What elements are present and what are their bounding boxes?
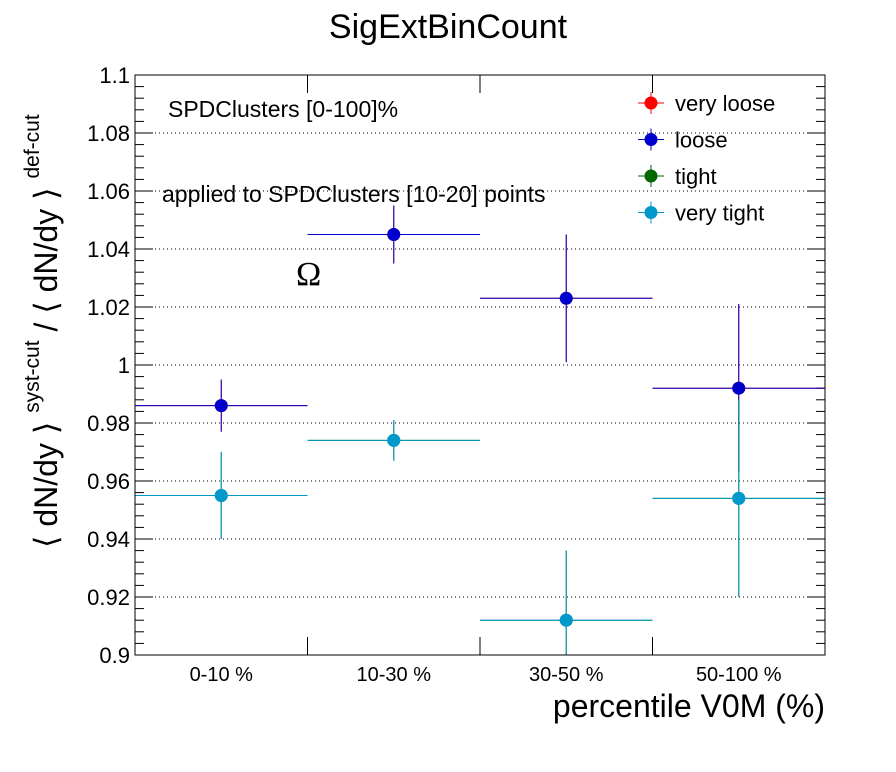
y-tick-label: 0.98: [87, 411, 130, 436]
chart-title: SigExtBinCount: [329, 8, 568, 46]
x-tick-label: 0-10 %: [190, 664, 254, 686]
y-tick-label: 1.06: [87, 179, 130, 204]
y-tick-label: 0.9: [99, 643, 130, 668]
x-tick-label: 50-100 %: [696, 664, 782, 686]
data-point: [559, 613, 573, 627]
y-tick-label: 1.1: [99, 63, 130, 88]
y-axis: 0.9 0.92 0.94 0.96 0.98 1 1.02 1.04 1.06 1.08 1.1: [87, 63, 825, 668]
x-axis-label: percentile V0M (%): [553, 688, 825, 724]
data-point: [732, 491, 746, 505]
y-tick-label: 0.92: [87, 585, 130, 610]
legend-item: loose: [638, 128, 728, 153]
legend-marker: [644, 206, 658, 219]
data-point: [387, 228, 401, 241]
legend-marker: [644, 169, 658, 183]
x-tick-label: 10-30 %: [357, 664, 432, 686]
data-point: [214, 489, 228, 502]
y-tick-label: 1: [118, 353, 130, 378]
plot-frame: [134, 74, 826, 656]
y-axis-label: ⟨ dN/dy ⟩ syst-cut / ⟨ dN/dy ⟩ def-cut: [10, 114, 64, 548]
legend-item: very tight: [638, 201, 764, 226]
y-label-slash: /: [28, 314, 64, 332]
legend-marker: [644, 96, 658, 110]
legend-item: very loose: [638, 91, 775, 116]
legend: very loose loose tight very tight: [638, 91, 775, 226]
y-label-numerator: ⟨ dN/dy ⟩: [28, 422, 64, 548]
annotation-estimator: SPDClusters [0-100]%: [168, 96, 398, 122]
y-tick-label: 1.04: [87, 237, 130, 262]
y-label-numerator-sup: syst-cut: [21, 340, 44, 413]
data-point: [559, 291, 573, 305]
y-tick-label: 0.96: [87, 469, 130, 494]
legend-marker: [644, 133, 658, 146]
data-point: [732, 381, 746, 395]
data-point: [214, 399, 228, 413]
y-tick-label: 1.02: [87, 295, 130, 320]
y-tick-label: 1.08: [87, 121, 130, 146]
annotation-applied: applied to SPDClusters [10-20] points: [162, 181, 546, 207]
legend-item: tight: [638, 164, 717, 189]
series-tight: [135, 399, 825, 655]
grid-lines: [135, 132, 825, 598]
y-label-denominator-sup: def-cut: [21, 114, 44, 178]
y-tick-label: 0.94: [87, 527, 130, 552]
legend-label: loose: [675, 128, 728, 153]
legend-label: very tight: [675, 201, 764, 226]
series-very-tight: [135, 399, 825, 655]
annotation-particle: Ω: [296, 256, 321, 293]
legend-label: tight: [675, 164, 717, 189]
data-point: [387, 433, 401, 447]
x-axis: 0-10 % 10-30 % 30-50 % 50-100 %: [190, 75, 782, 686]
x-tick-label: 30-50 %: [529, 664, 604, 686]
y-label-denominator: ⟨ dN/dy ⟩: [28, 187, 64, 313]
data-series: [135, 205, 825, 655]
series-very-loose: [135, 205, 825, 473]
legend-label: very loose: [675, 91, 775, 116]
series-loose: [135, 205, 825, 473]
